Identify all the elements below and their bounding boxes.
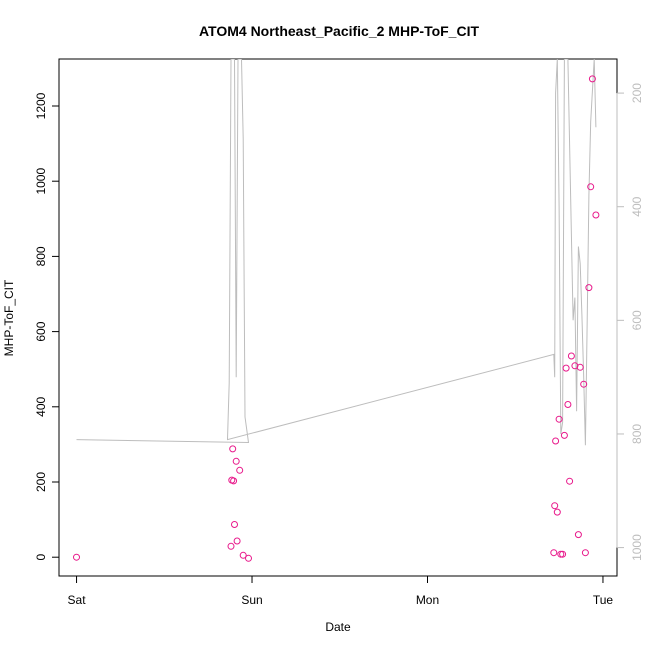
y2-tick-label: 800 <box>630 424 644 444</box>
data-point <box>580 380 588 388</box>
plot-area-border <box>58 58 618 577</box>
x-tick-label: Mon <box>416 593 439 607</box>
y-axis-label: MHP-ToF_CIT <box>2 279 16 356</box>
x-axis-label: Date <box>325 620 351 634</box>
data-point <box>564 401 572 408</box>
data-point <box>555 415 563 423</box>
data-point <box>588 75 596 83</box>
data-point <box>576 363 584 371</box>
data-point <box>233 537 241 545</box>
data-point <box>239 551 247 559</box>
data-point <box>231 521 238 528</box>
series-points-layer <box>73 75 600 562</box>
chart-title: ATOM4 Northeast_Pacific_2 MHP-ToF_CIT <box>199 23 480 39</box>
y-tick-label: 200 <box>34 472 48 492</box>
x-axis: Sat Sun Mon Tue <box>68 575 614 607</box>
data-point <box>230 477 238 485</box>
data-point <box>73 553 80 561</box>
data-point <box>550 549 558 557</box>
x-tick-label: Tue <box>593 593 614 607</box>
data-point <box>581 549 589 557</box>
y2-tick-label: 600 <box>630 310 644 330</box>
series-line <box>76 59 597 446</box>
data-point <box>567 352 575 360</box>
data-point <box>229 445 237 453</box>
y2-tick-label: 400 <box>630 196 644 216</box>
data-point <box>559 550 567 558</box>
data-point <box>232 457 240 465</box>
data-point <box>553 508 561 516</box>
y-tick-label: 600 <box>34 321 48 341</box>
x-tick-label: Sat <box>68 593 87 607</box>
y-tick-label: 1000 <box>34 168 48 195</box>
data-point <box>585 284 593 292</box>
y-tick-label: 400 <box>34 396 48 416</box>
y-axis-left: 0 200 400 600 800 1000 1200 <box>34 92 60 561</box>
y-tick-label: 1200 <box>34 92 48 119</box>
data-point <box>236 466 244 474</box>
data-point <box>227 542 235 550</box>
data-point <box>574 531 582 539</box>
data-point <box>560 431 568 439</box>
data-point <box>552 437 560 445</box>
y-tick-label: 0 <box>34 554 48 561</box>
data-point <box>587 183 595 191</box>
data-point <box>562 364 570 372</box>
x-tick-label: Sun <box>241 593 262 607</box>
data-point <box>592 211 600 219</box>
data-point <box>551 502 559 510</box>
y-tick-label: 800 <box>34 246 48 266</box>
data-point <box>245 554 252 562</box>
series-line-layer <box>76 59 597 446</box>
y-axis-right: 200 400 600 800 1000 <box>616 83 644 561</box>
y2-tick-label: 1000 <box>630 534 644 561</box>
y2-tick-label: 200 <box>630 83 644 103</box>
data-point <box>566 477 574 485</box>
